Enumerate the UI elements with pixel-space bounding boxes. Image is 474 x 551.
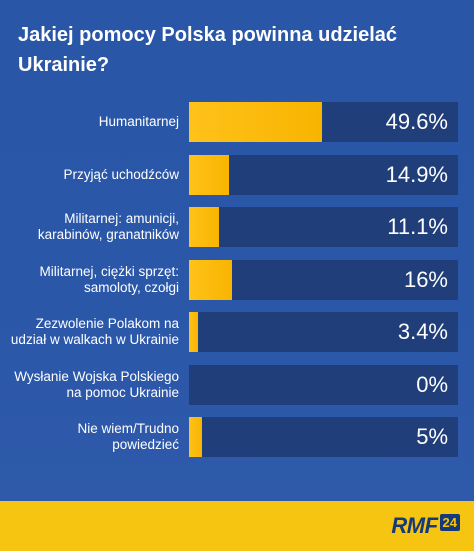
- value-label: 49.6%: [385, 109, 448, 134]
- value-label: 14.9%: [385, 161, 448, 187]
- category-label: Wysłanie Wojska Polskiego na pomoc Ukrai…: [14, 368, 179, 400]
- bar-row: Przyjąć uchodźców 14.9%: [0, 154, 474, 195]
- logo-number: 24: [439, 513, 460, 531]
- bar: [189, 259, 233, 300]
- bar-track: 0%: [189, 364, 458, 405]
- bar-row: Zezwolenie Polakom na udział w walkach w…: [0, 312, 474, 352]
- bar-row: Wysłanie Wojska Polskiego na pomoc Ukrai…: [0, 364, 474, 405]
- bar-track: 3.4%: [189, 312, 458, 352]
- category-label: Militarnej: amunicji, karabinów, granatn…: [37, 211, 179, 242]
- category-label: Przyjąć uchodźców: [63, 166, 179, 182]
- bar-row: Militarnej, ciężki sprzęt: samoloty, czo…: [0, 259, 474, 300]
- logo-text: RMF: [391, 513, 438, 538]
- value-label: 0%: [416, 371, 448, 397]
- value-label: 3.4%: [397, 319, 448, 344]
- bar: [189, 312, 199, 352]
- category-label: Zezwolenie Polakom na udział w walkach w…: [10, 316, 179, 347]
- value-label: 5%: [416, 424, 448, 449]
- bar-track: 14.9%: [189, 154, 458, 195]
- bar-track: 49.6%: [189, 102, 458, 142]
- bar: [189, 154, 230, 195]
- value-label: 16%: [403, 266, 448, 292]
- chart-title: Jakiej pomocy Polska powinna udzielać Uk…: [18, 24, 398, 76]
- bar-row: Humanitarnej 49.6%: [0, 102, 474, 142]
- category-label: Humanitarnej: [98, 114, 179, 129]
- bar-track: 5%: [189, 417, 458, 457]
- bar: [189, 102, 323, 142]
- bar-row: Militarnej: amunicji, karabinów, granatn…: [0, 207, 474, 247]
- bar-track: 11.1%: [189, 207, 458, 247]
- rmf24-logo: RMF 24: [391, 512, 460, 540]
- bar-track: 16%: [189, 259, 458, 300]
- category-label: Militarnej, ciężki sprzęt: samoloty, czo…: [39, 263, 179, 295]
- category-label: Nie wiem/Trudno powiedzieć: [77, 421, 179, 452]
- bar: [189, 417, 203, 457]
- bar-row: Nie wiem/Trudno powiedzieć 5%: [0, 417, 474, 457]
- bar: [189, 207, 219, 247]
- footer-bar: [0, 501, 474, 551]
- value-label: 11.1%: [387, 214, 448, 239]
